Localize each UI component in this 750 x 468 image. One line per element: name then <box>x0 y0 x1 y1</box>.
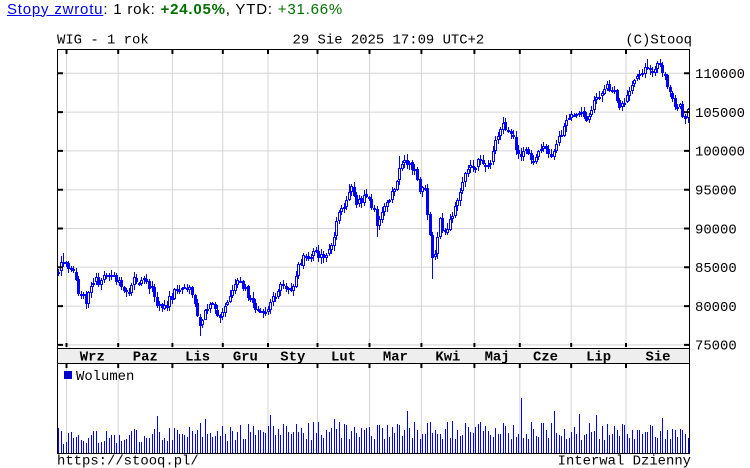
svg-text:100000: 100000 <box>695 145 745 161</box>
svg-text:Wrz: Wrz <box>80 349 105 365</box>
svg-text:Lis: Lis <box>185 349 210 365</box>
svg-text:https://stooq.pl/: https://stooq.pl/ <box>57 454 199 468</box>
svg-text:Lip: Lip <box>586 349 611 365</box>
svg-text:85000: 85000 <box>695 261 737 277</box>
svg-text:Maj: Maj <box>485 349 510 365</box>
svg-text:Sie: Sie <box>645 349 670 365</box>
svg-text:75000: 75000 <box>695 339 737 355</box>
svg-text:Interwal Dzienny: Interwal Dzienny <box>558 454 691 468</box>
svg-text:110000: 110000 <box>695 67 745 83</box>
svg-text:(C)Stooq: (C)Stooq <box>625 33 692 49</box>
svg-text:95000: 95000 <box>695 184 737 200</box>
svg-text:Kwi: Kwi <box>435 349 460 365</box>
svg-text:Mar: Mar <box>383 349 408 365</box>
svg-text:Cze: Cze <box>533 349 558 365</box>
svg-text:WIG - 1 rok: WIG - 1 rok <box>57 33 149 49</box>
svg-text:80000: 80000 <box>695 300 737 316</box>
svg-text:Paz: Paz <box>133 349 158 365</box>
svg-text:29 Sie 2025 17:09 UTC+2: 29 Sie 2025 17:09 UTC+2 <box>293 33 485 49</box>
svg-text:Lut: Lut <box>331 349 356 365</box>
svg-text:Gru: Gru <box>233 349 258 365</box>
svg-text:90000: 90000 <box>695 222 737 238</box>
svg-text:105000: 105000 <box>695 106 745 122</box>
svg-text:Wolumen: Wolumen <box>76 369 134 385</box>
svg-text:Sty: Sty <box>280 349 306 365</box>
